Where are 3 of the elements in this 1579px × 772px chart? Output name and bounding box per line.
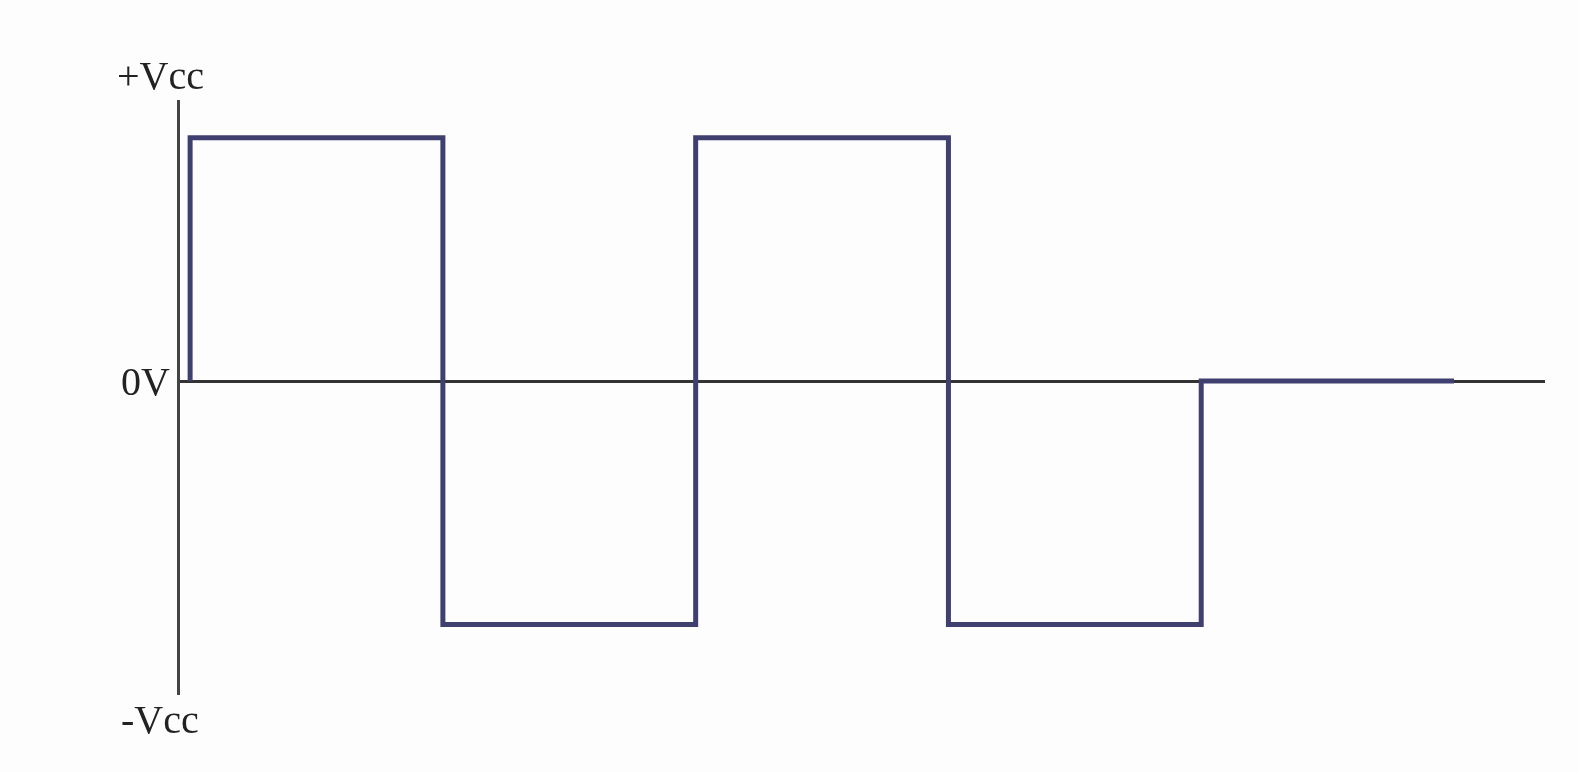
- text: 0V: [121, 359, 170, 404]
- text: -Vcc: [121, 697, 199, 742]
- text: +Vcc: [117, 53, 204, 98]
